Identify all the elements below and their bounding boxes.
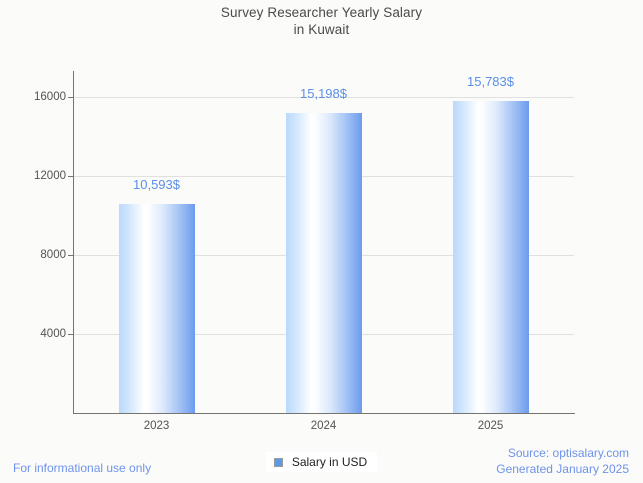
y-axis-tick-mark <box>68 96 73 98</box>
gridline <box>73 96 574 98</box>
footer-disclaimer: For informational use only <box>13 461 152 475</box>
chart-title-line2: in Kuwait <box>293 22 350 37</box>
chart-legend: Salary in USD <box>0 452 643 472</box>
y-axis-tick-mark <box>68 254 73 256</box>
x-axis-tick-label-2025: 2025 <box>477 420 504 432</box>
chart-title-line1: Survey Researcher Yearly Salary <box>220 5 423 20</box>
bar-2025[interactable] <box>452 101 529 413</box>
y-axis-tick-label: 4000 <box>40 327 66 340</box>
data-label-2023: 10,593$ <box>133 176 180 192</box>
x-axis-line <box>73 413 575 414</box>
data-label-2024: 15,198$ <box>300 85 347 101</box>
chart-title: Survey Researcher Yearly Salary in Kuwai… <box>0 4 643 38</box>
bar-2024[interactable] <box>285 112 362 413</box>
x-axis-tick-label-2024: 2024 <box>310 420 337 432</box>
legend-item-salary-in-usd[interactable]: Salary in USD <box>265 452 378 472</box>
data-label-2025: 15,783$ <box>467 73 514 89</box>
y-axis-tick-label: 8000 <box>40 248 66 261</box>
footer-generated: Generated January 2025 <box>496 461 629 476</box>
legend-item-label: Salary in USD <box>291 455 368 469</box>
footer-source-block: Source: optisalary.com Generated January… <box>496 446 629 477</box>
y-axis-line <box>73 71 74 414</box>
legend-swatch-icon <box>273 457 283 467</box>
footer-source: Source: optisalary.com <box>507 446 629 460</box>
y-axis-tick-label: 12000 <box>34 169 66 182</box>
x-axis-tick-label-2023: 2023 <box>143 420 170 432</box>
y-axis-tick-mark <box>68 175 73 177</box>
y-axis-tick-label: 16000 <box>34 90 66 103</box>
y-axis-tick-mark <box>68 333 73 335</box>
y-axis-tick-labels: 4000 8000 12000 16000 <box>0 0 66 483</box>
bars-layer <box>73 71 575 413</box>
bar-2023[interactable] <box>118 203 195 413</box>
